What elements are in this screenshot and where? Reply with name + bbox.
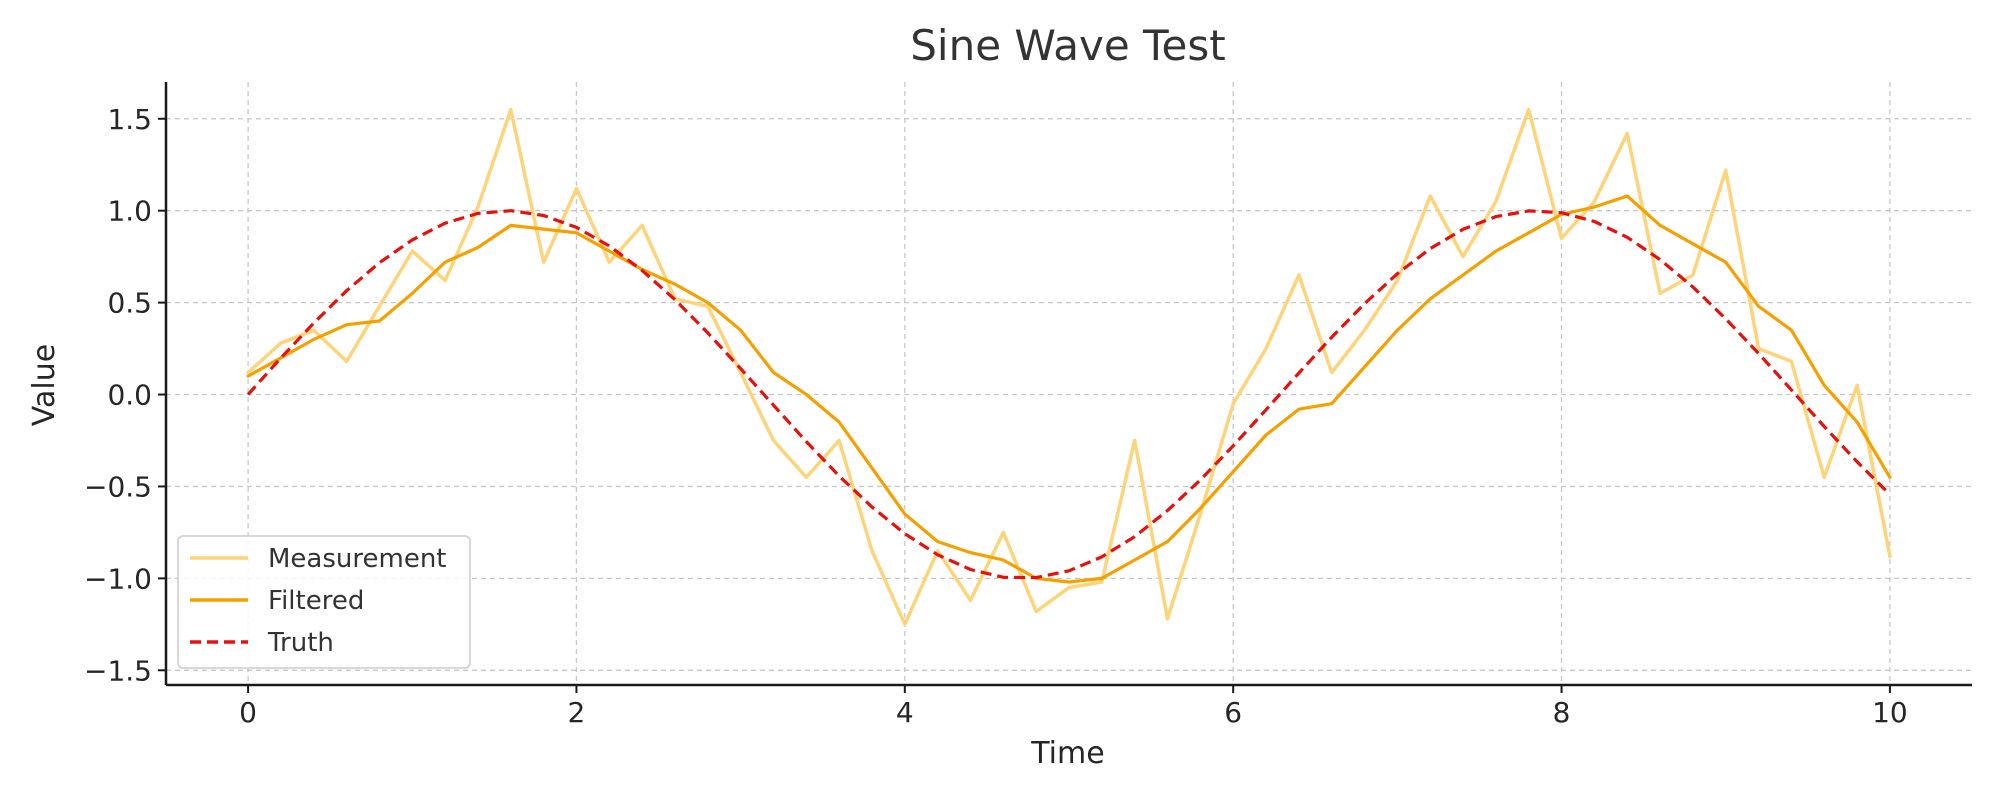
- x-tick-label: 6: [1224, 696, 1242, 729]
- plot-series: [246, 107, 1892, 627]
- y-tick-label: −1.5: [84, 654, 152, 687]
- x-tick-label: 4: [896, 696, 914, 729]
- y-tick-label: −0.5: [84, 470, 152, 503]
- series-line-filtered: [246, 194, 1892, 584]
- series-line-measurement: [246, 107, 1892, 627]
- ticks: 0 2 4 6 8 10 1.5 1.0 0.5 0.0 −0.5 −1.0 −1.5: [84, 103, 1908, 729]
- x-tick-label: 10: [1872, 696, 1908, 729]
- y-tick-label: 1.0: [107, 195, 152, 228]
- y-tick-label: 0.5: [107, 287, 152, 320]
- y-tick-label: 0.0: [107, 379, 152, 412]
- chart-title: Sine Wave Test: [910, 21, 1225, 70]
- legend-label-truth: Truth: [267, 628, 334, 658]
- x-axis-label: Time: [1030, 736, 1104, 771]
- grid: [166, 82, 1972, 685]
- legend: Measurement Filtered Truth: [177, 535, 471, 669]
- legend-label-measurement: Measurement: [268, 544, 447, 574]
- x-tick-label: 8: [1553, 696, 1571, 729]
- y-tick-label: 1.5: [107, 103, 152, 136]
- x-tick-label: 2: [568, 696, 586, 729]
- series-line-truth: [246, 209, 1892, 580]
- axes: [164, 82, 1972, 687]
- x-tick-label: 0: [239, 696, 257, 729]
- y-tick-label: −1.0: [84, 562, 152, 595]
- legend-box: [177, 535, 471, 669]
- y-axis-label: Value: [27, 344, 62, 426]
- legend-label-filtered: Filtered: [268, 586, 364, 616]
